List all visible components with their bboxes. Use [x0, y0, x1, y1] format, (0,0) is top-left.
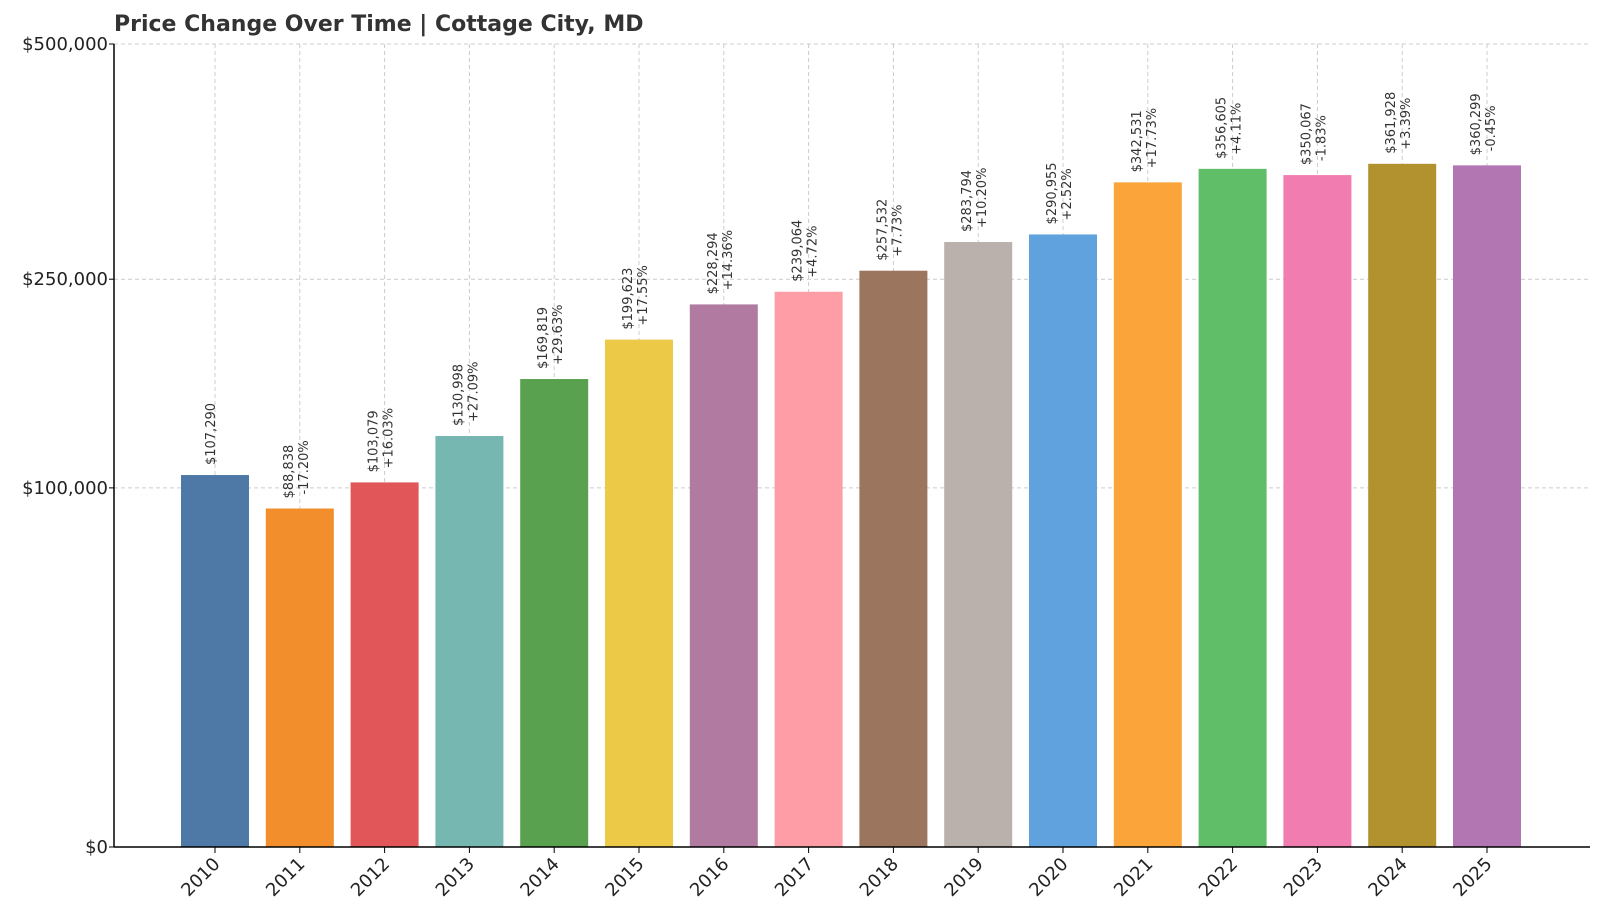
change-label-2020: +2.52% [1060, 168, 1075, 220]
value-label-2022: $356,605 [1215, 97, 1230, 159]
bar-2020 [1029, 234, 1097, 847]
x-tick-label-2011: 2011 [262, 854, 309, 901]
value-label-2017: $239,064 [791, 220, 806, 282]
change-label-2015: +17.55% [636, 265, 651, 325]
value-label-2011: $88,838 [282, 445, 297, 499]
bar-2017 [774, 291, 843, 847]
x-tick-label-2018: 2018 [856, 854, 903, 901]
value-label-2013: $130,998 [451, 364, 466, 426]
value-label-2019: $283,794 [960, 170, 975, 232]
bar-2018 [859, 270, 928, 848]
change-label-2016: +14.36% [721, 230, 736, 290]
x-tick-label-2017: 2017 [771, 854, 818, 901]
x-tick-label-2016: 2016 [686, 854, 733, 901]
bar-2025 [1453, 165, 1521, 848]
y-tick-label: $0 [85, 837, 108, 858]
value-label-2023: $350,067 [1299, 103, 1314, 165]
change-label-2021: +17.73% [1145, 108, 1160, 168]
value-label-2025: $360,299 [1469, 93, 1484, 155]
x-tick-label-2010: 2010 [177, 854, 224, 901]
x-tick-label-2012: 2012 [347, 854, 394, 901]
bar-2021 [1113, 182, 1182, 848]
bar-2016 [689, 304, 758, 848]
bar-2012 [350, 482, 419, 847]
value-label-2010: $107,290 [204, 403, 219, 465]
change-label-2022: +4.11% [1230, 103, 1245, 155]
x-tick-label-2015: 2015 [601, 854, 648, 901]
bar-2011 [265, 508, 334, 847]
change-label-2017: +4.72% [806, 226, 821, 278]
bar-2014 [520, 379, 589, 847]
change-label-2019: +10.20% [975, 168, 990, 228]
chart-title: Price Change Over Time | Cottage City, M… [114, 12, 644, 37]
bar-2013 [435, 435, 504, 847]
x-tick-label-2021: 2021 [1110, 854, 1157, 901]
bar-2022 [1198, 168, 1267, 847]
axis-layer [109, 43, 1590, 853]
value-label-2018: $257,532 [875, 199, 890, 261]
x-tick-label-2024: 2024 [1364, 854, 1411, 901]
change-label-2011: -17.20% [297, 440, 312, 494]
bar-layer [181, 163, 1521, 848]
x-tick-label-2020: 2020 [1025, 854, 1072, 901]
y-tick-label: $250,000 [22, 269, 108, 290]
value-label-2016: $228,294 [706, 232, 721, 294]
value-label-2020: $290,955 [1045, 162, 1060, 224]
bar-2023 [1283, 175, 1352, 847]
change-label-2012: +16.03% [382, 408, 397, 468]
value-label-2012: $103,079 [367, 410, 382, 472]
bar-2024 [1368, 163, 1437, 847]
bar-2019 [944, 242, 1013, 847]
bar-2010 [181, 475, 249, 847]
bar-2015 [605, 339, 673, 847]
x-tick-label-2025: 2025 [1449, 854, 1496, 901]
change-label-2023: -1.83% [1314, 115, 1329, 161]
change-label-2025: -0.45% [1484, 105, 1499, 151]
change-label-2014: +29.63% [551, 305, 566, 365]
value-label-2015: $199,623 [621, 268, 636, 330]
change-label-2018: +7.73% [890, 205, 905, 257]
change-label-2013: +27.09% [466, 362, 481, 422]
value-label-2021: $342,531 [1130, 110, 1145, 172]
x-tick-label-2014: 2014 [516, 854, 563, 901]
x-tick-label-2019: 2019 [940, 854, 987, 901]
y-tick-label: $500,000 [22, 34, 108, 55]
x-tick-label-2023: 2023 [1280, 854, 1327, 901]
change-label-2024: +3.39% [1399, 98, 1414, 150]
value-label-2014: $169,819 [536, 307, 551, 369]
x-tick-label-2013: 2013 [432, 854, 479, 901]
value-label-2024: $361,928 [1384, 92, 1399, 154]
x-tick-label-2022: 2022 [1195, 854, 1242, 901]
y-tick-label: $100,000 [22, 478, 108, 499]
